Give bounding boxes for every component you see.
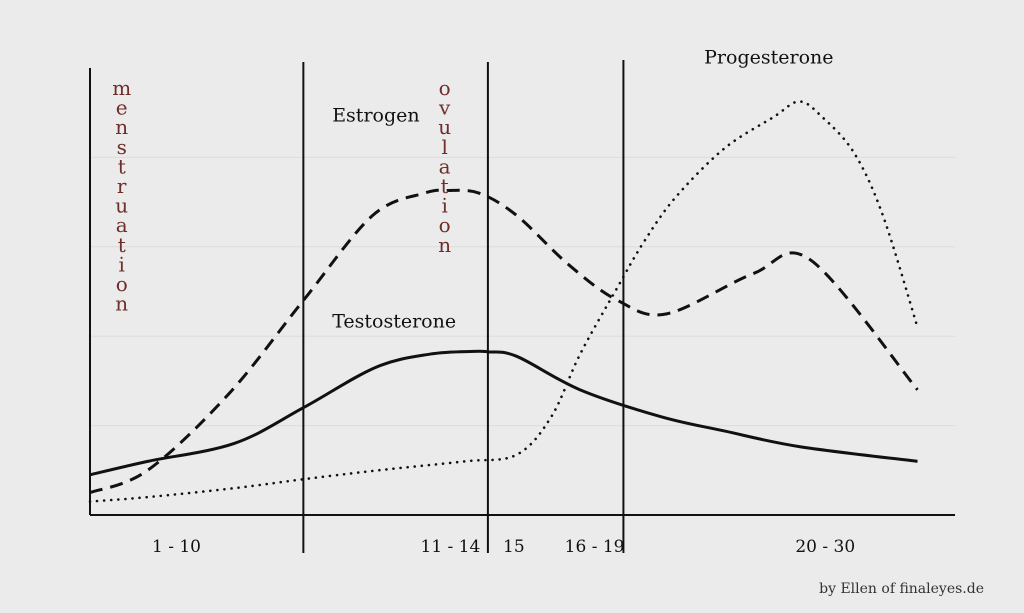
phase-label: 1 - 10 xyxy=(152,537,201,557)
labels-group: 1 - 10 11 - 14 15 16 - 19 20 - 30 Estrogen Tes… xyxy=(112,47,855,557)
series-line-testosterone xyxy=(89,349,918,477)
series-label-estrogen: Estrogen xyxy=(332,105,419,127)
series-label-testosterone: Testosterone xyxy=(332,310,456,332)
series-group xyxy=(88,100,919,503)
phase-label: 15 xyxy=(503,537,525,557)
phase-label: 20 - 30 xyxy=(795,537,855,557)
phase-label: 16 - 19 xyxy=(565,537,625,557)
series-line-estrogen xyxy=(89,188,919,495)
series-line-progesterone xyxy=(88,100,919,503)
phase-boundaries xyxy=(302,60,625,553)
phase-label: 11 - 14 xyxy=(421,537,481,557)
grid-lines xyxy=(90,156,955,427)
credit-text: by Ellen of finaleyes.de xyxy=(819,581,984,597)
series-label-progesterone: Progesterone xyxy=(704,47,833,69)
axes xyxy=(89,68,955,516)
